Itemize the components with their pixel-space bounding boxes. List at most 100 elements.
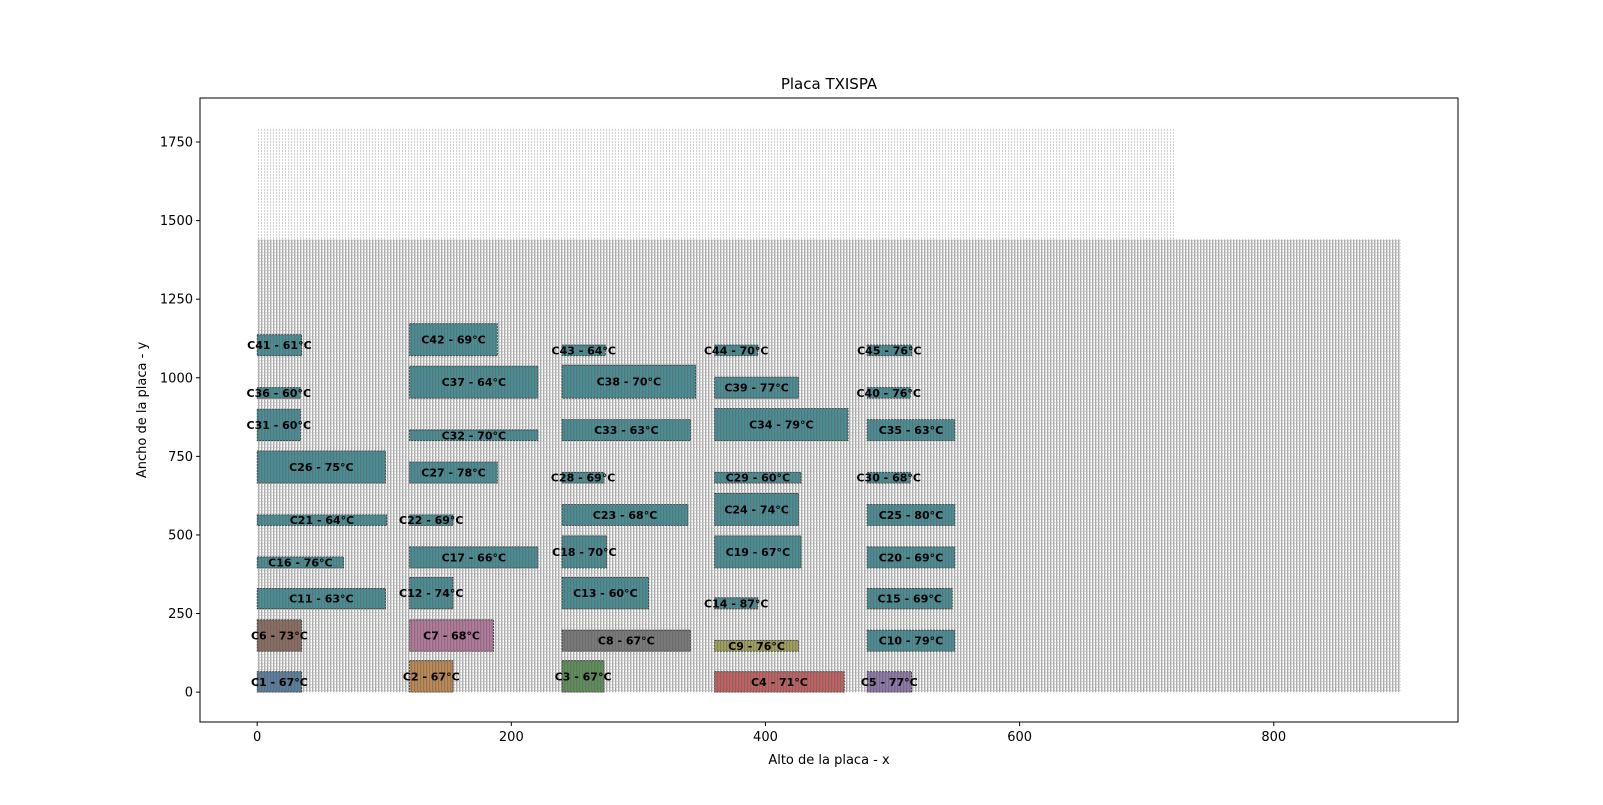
- component-hatch: [867, 588, 953, 609]
- component-label: C33 - 63°C: [594, 424, 659, 437]
- component-c28: C28 - 69°C: [551, 472, 616, 485]
- component-hatch: [714, 535, 802, 568]
- component-c30: C30 - 68°C: [856, 472, 921, 485]
- y-tick-label: 1750: [160, 136, 193, 151]
- component-c7: C7 - 68°C: [409, 619, 494, 652]
- component-label: C37 - 64°C: [442, 376, 507, 389]
- component-c15: C15 - 69°C: [866, 587, 953, 610]
- component-hatch: [562, 577, 649, 609]
- component-hatch: [562, 504, 688, 526]
- y-axis-ticks: 0 250 500 750 1000 1250 1500 1750: [160, 136, 200, 701]
- y-axis-label: Ancho de la placa - y: [135, 342, 150, 479]
- component-c19: C19 - 67°C: [714, 535, 802, 569]
- component-c24: C24 - 74°C: [714, 493, 799, 526]
- component-hatch: [867, 671, 912, 693]
- component-c27: C27 - 78°C: [409, 461, 498, 484]
- component-hatch: [257, 451, 386, 484]
- component-c39: C39 - 77°C: [714, 376, 799, 399]
- component-hatch: [409, 619, 494, 652]
- component-hatch: [714, 671, 845, 693]
- y-tick-label: 1250: [160, 293, 193, 308]
- component-hatch: [409, 323, 498, 356]
- component-c10: C10 - 79°C: [866, 629, 956, 652]
- component-c9: C9 - 76°C: [714, 640, 799, 653]
- component-label: C35 - 63°C: [879, 424, 944, 437]
- component-hatch: [562, 660, 605, 693]
- component-c5: C5 - 77°C: [861, 671, 918, 693]
- component-c1: C1 - 67°C: [251, 671, 308, 693]
- component-c17: C17 - 66°C: [409, 546, 539, 569]
- component-label: C1 - 67°C: [251, 676, 308, 689]
- component-c4: C4 - 71°C: [714, 671, 845, 693]
- component-hatch: [257, 671, 302, 693]
- component-hatch: [562, 419, 691, 441]
- component-c34: C34 - 79°C: [714, 408, 849, 442]
- component-label: C2 - 67°C: [403, 670, 460, 683]
- component-hatch: [714, 345, 758, 356]
- component-label: C29 - 60°C: [726, 472, 791, 485]
- component-label: C8 - 67°C: [598, 635, 655, 648]
- component-label: C31 - 60°C: [247, 419, 312, 432]
- x-tick-label: 800: [1261, 730, 1286, 745]
- component-label: C23 - 68°C: [593, 509, 658, 522]
- component-c12: C12 - 74°C: [399, 576, 464, 610]
- y-tick-label: 500: [168, 528, 193, 543]
- component-hatch: [714, 640, 799, 652]
- component-hatch: [257, 556, 344, 568]
- component-c26: C26 - 75°C: [256, 450, 386, 484]
- component-c44: C44 - 70°C: [704, 344, 769, 357]
- component-c37: C37 - 64°C: [409, 365, 539, 399]
- component-hatch: [867, 472, 911, 484]
- component-c35: C35 - 63°C: [866, 419, 956, 442]
- component-label: C13 - 60°C: [573, 587, 638, 600]
- component-hatch: [867, 546, 955, 568]
- component-hatch: [562, 472, 605, 484]
- component-hatch: [714, 493, 799, 526]
- component-label: C32 - 70°C: [442, 429, 507, 442]
- component-c40: C40 - 76°C: [856, 387, 921, 400]
- component-hatch: [409, 514, 453, 526]
- component-label: C40 - 76°C: [856, 387, 921, 400]
- component-label: C27 - 78°C: [421, 467, 486, 480]
- component-label: C14 - 87°C: [704, 597, 769, 610]
- component-label: C45 - 76°C: [857, 344, 922, 357]
- component-hatch: [257, 514, 387, 526]
- component-label: C3 - 67°C: [555, 670, 612, 683]
- component-c38: C38 - 70°C: [561, 364, 696, 399]
- component-c20: C20 - 69°C: [866, 546, 956, 569]
- component-label: C42 - 69°C: [421, 334, 486, 347]
- component-label: C28 - 69°C: [551, 472, 616, 485]
- component-hatch: [562, 345, 606, 356]
- x-tick-label: 400: [753, 730, 778, 745]
- component-label: C22 - 69°C: [399, 514, 464, 527]
- component-hatch: [409, 462, 498, 484]
- component-c6: C6 - 73°C: [251, 619, 308, 652]
- y-tick-label: 1500: [160, 214, 193, 229]
- component-c43: C43 - 64°C: [552, 344, 617, 357]
- component-c41: C41 - 61°C: [247, 334, 312, 357]
- component-label: C44 - 70°C: [704, 344, 769, 357]
- component-label: C24 - 74°C: [724, 503, 789, 516]
- x-axis-ticks: 0 200 400 600 800: [253, 722, 1286, 745]
- component-hatch: [257, 387, 301, 399]
- component-hatch: [562, 535, 607, 568]
- component-c16: C16 - 76°C: [256, 556, 344, 569]
- component-label: C43 - 64°C: [552, 344, 617, 357]
- component-label: C21 - 64°C: [290, 514, 355, 527]
- component-hatch: [257, 334, 302, 356]
- component-hatch: [714, 408, 849, 441]
- component-hatch: [714, 377, 799, 399]
- component-label: C41 - 61°C: [247, 339, 312, 352]
- x-axis-label: Alto de la placa - x: [768, 753, 890, 768]
- component-label: C26 - 75°C: [289, 461, 354, 474]
- component-hatch: [867, 419, 955, 441]
- component-label: C34 - 79°C: [749, 419, 814, 432]
- plot-frame: [199, 97, 1459, 723]
- component-label: C39 - 77°C: [724, 382, 789, 395]
- component-label: C12 - 74°C: [399, 587, 464, 600]
- x-tick-label: 0: [253, 730, 261, 745]
- component-c36: C36 - 60°C: [247, 387, 312, 400]
- component-label: C38 - 70°C: [597, 376, 662, 389]
- components-layer: C1 - 67°C C2 - 67°C C3 - 67°C C4 - 71°C C5 -…: [247, 323, 956, 693]
